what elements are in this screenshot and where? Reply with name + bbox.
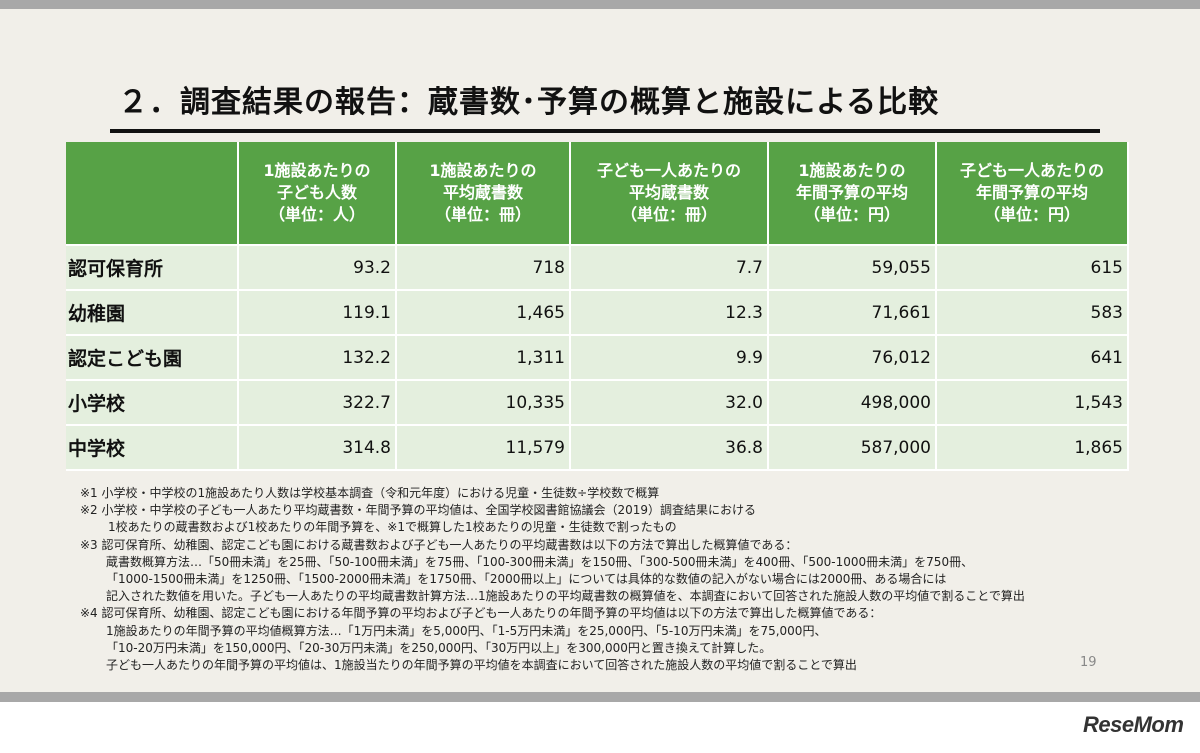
header-line: （単位：円） <box>803 205 900 224</box>
footnotes: ※1 小学校・中学校の1施設あたり人数は学校基本調査（令和元年度）における児童・… <box>80 485 1150 674</box>
table-row: 幼稚園 119.1 1,465 12.3 71,661 583 <box>66 290 1129 336</box>
header-line: 1施設あたりの <box>798 161 906 180</box>
row-label: 小学校 <box>66 380 239 426</box>
footnote-line: ※2 小学校・中学校の子ども一人あたり平均蔵書数・年間予算の平均値は、全国学校図… <box>80 503 757 518</box>
resemom-logo: ReseMom <box>1083 712 1184 737</box>
title-underline <box>110 129 1100 133</box>
table-cell: 718 <box>396 245 571 291</box>
slide: ２．調査結果の報告：蔵書数･予算の概算と施設による比較 1施設あたりの 子ども人… <box>0 9 1200 702</box>
table-row: 認定こども園 132.2 1,311 9.9 76,012 641 <box>66 335 1129 381</box>
table-row: 中学校 314.8 11,579 36.8 587,000 1,865 <box>66 425 1129 471</box>
comparison-table: 1施設あたりの 子ども人数 （単位：人） 1施設あたりの 平均蔵書数 （単位：冊… <box>66 142 1129 471</box>
header-cell: 1施設あたりの 子ども人数 （単位：人） <box>238 142 397 246</box>
header-cell: 1施設あたりの 平均蔵書数 （単位：冊） <box>396 142 571 246</box>
row-label: 幼稚園 <box>66 290 239 336</box>
table-cell: 1,311 <box>396 335 571 381</box>
table-cell: 1,543 <box>936 380 1129 426</box>
table-cell: 1,465 <box>396 290 571 336</box>
row-label: 認定こども園 <box>66 335 239 381</box>
footnote-line: 「1000-1500冊未満」を1250冊、「1500-2000冊未満」を1750… <box>106 572 947 587</box>
header-line: （単位：冊） <box>620 205 717 224</box>
table-cell: 12.3 <box>570 290 769 336</box>
table-cell: 9.9 <box>570 335 769 381</box>
table-header-row: 1施設あたりの 子ども人数 （単位：人） 1施設あたりの 平均蔵書数 （単位：冊… <box>66 142 1129 246</box>
table-cell: 1,865 <box>936 425 1129 471</box>
footnote-line: 「10-20万円未満」を150,000円、「20-30万円未満」を250,000… <box>106 640 772 655</box>
header-line: （単位：人） <box>268 205 365 224</box>
header-line: （単位：円） <box>983 205 1080 224</box>
footnote-line: 記入された数値を用いた。子ども一人あたりの平均蔵書数計算方法…1施設あたりの平均… <box>106 589 1025 604</box>
row-label: 中学校 <box>66 425 239 471</box>
footnote-line: 子ども一人あたりの年間予算の平均値は、1施設当たりの年間予算の平均値を本調査にお… <box>106 658 857 673</box>
table-cell: 59,055 <box>768 245 937 291</box>
header-line: 平均蔵書数 <box>628 183 709 202</box>
table-cell: 498,000 <box>768 380 937 426</box>
footnote-line: ※1 小学校・中学校の1施設あたり人数は学校基本調査（令和元年度）における児童・… <box>80 486 660 500</box>
header-line: （単位：冊） <box>434 205 531 224</box>
header-cell: 子ども一人あたりの 年間予算の平均 （単位：円） <box>936 142 1129 246</box>
header-line: 子ども一人あたりの <box>596 161 741 180</box>
header-line: 1施設あたりの <box>429 161 537 180</box>
table-cell: 615 <box>936 245 1129 291</box>
header-corner <box>66 142 239 246</box>
table-cell: 71,661 <box>768 290 937 336</box>
table-cell: 36.8 <box>570 425 769 471</box>
header-line: 1施設あたりの <box>263 161 371 180</box>
table-cell: 32.0 <box>570 380 769 426</box>
table-cell: 132.2 <box>238 335 397 381</box>
table-cell: 314.8 <box>238 425 397 471</box>
footnote-line: 1校あたりの蔵書数および1校あたりの年間予算を、※1で概算した1校あたりの児童・… <box>108 520 677 535</box>
row-label: 認可保育所 <box>66 245 239 291</box>
table-row: 小学校 322.7 10,335 32.0 498,000 1,543 <box>66 380 1129 426</box>
slide-title: ２．調査結果の報告：蔵書数･予算の概算と施設による比較 <box>118 85 940 120</box>
table-cell: 93.2 <box>238 245 397 291</box>
footnote-line: ※3 認可保育所、幼稚園、認定こども園における蔵書数および子ども一人あたりの平均… <box>80 537 798 552</box>
footnote-line: 1施設あたりの年間予算の平均値概算方法…「1万円未満」を5,000円、「1-5万… <box>106 623 827 638</box>
top-border <box>0 0 1200 9</box>
header-line: 子ども人数 <box>276 183 357 202</box>
table-cell: 641 <box>936 335 1129 381</box>
table-cell: 322.7 <box>238 380 397 426</box>
table-cell: 10,335 <box>396 380 571 426</box>
table-cell: 119.1 <box>238 290 397 336</box>
table-cell: 76,012 <box>768 335 937 381</box>
table-cell: 587,000 <box>768 425 937 471</box>
bottom-border <box>0 692 1200 702</box>
table-row: 認可保育所 93.2 718 7.7 59,055 615 <box>66 245 1129 291</box>
header-line: 年間予算の平均 <box>795 183 908 202</box>
header-cell: 子ども一人あたりの 平均蔵書数 （単位：冊） <box>570 142 769 246</box>
table-cell: 7.7 <box>570 245 769 291</box>
table-cell: 11,579 <box>396 425 571 471</box>
table-cell: 583 <box>936 290 1129 336</box>
header-cell: 1施設あたりの 年間予算の平均 （単位：円） <box>768 142 937 246</box>
footnote-line: ※4 認可保育所、幼稚園、認定こども園における年間予算の平均および子ども一人あた… <box>80 606 882 621</box>
header-line: 子ども一人あたりの <box>959 161 1104 180</box>
footnote-line: 蔵書数概算方法…「50冊未満」を25冊、「50-100冊未満」を75冊、「100… <box>106 554 974 569</box>
page-number: 19 <box>1080 655 1097 670</box>
header-line: 年間予算の平均 <box>975 183 1088 202</box>
header-line: 平均蔵書数 <box>442 183 523 202</box>
